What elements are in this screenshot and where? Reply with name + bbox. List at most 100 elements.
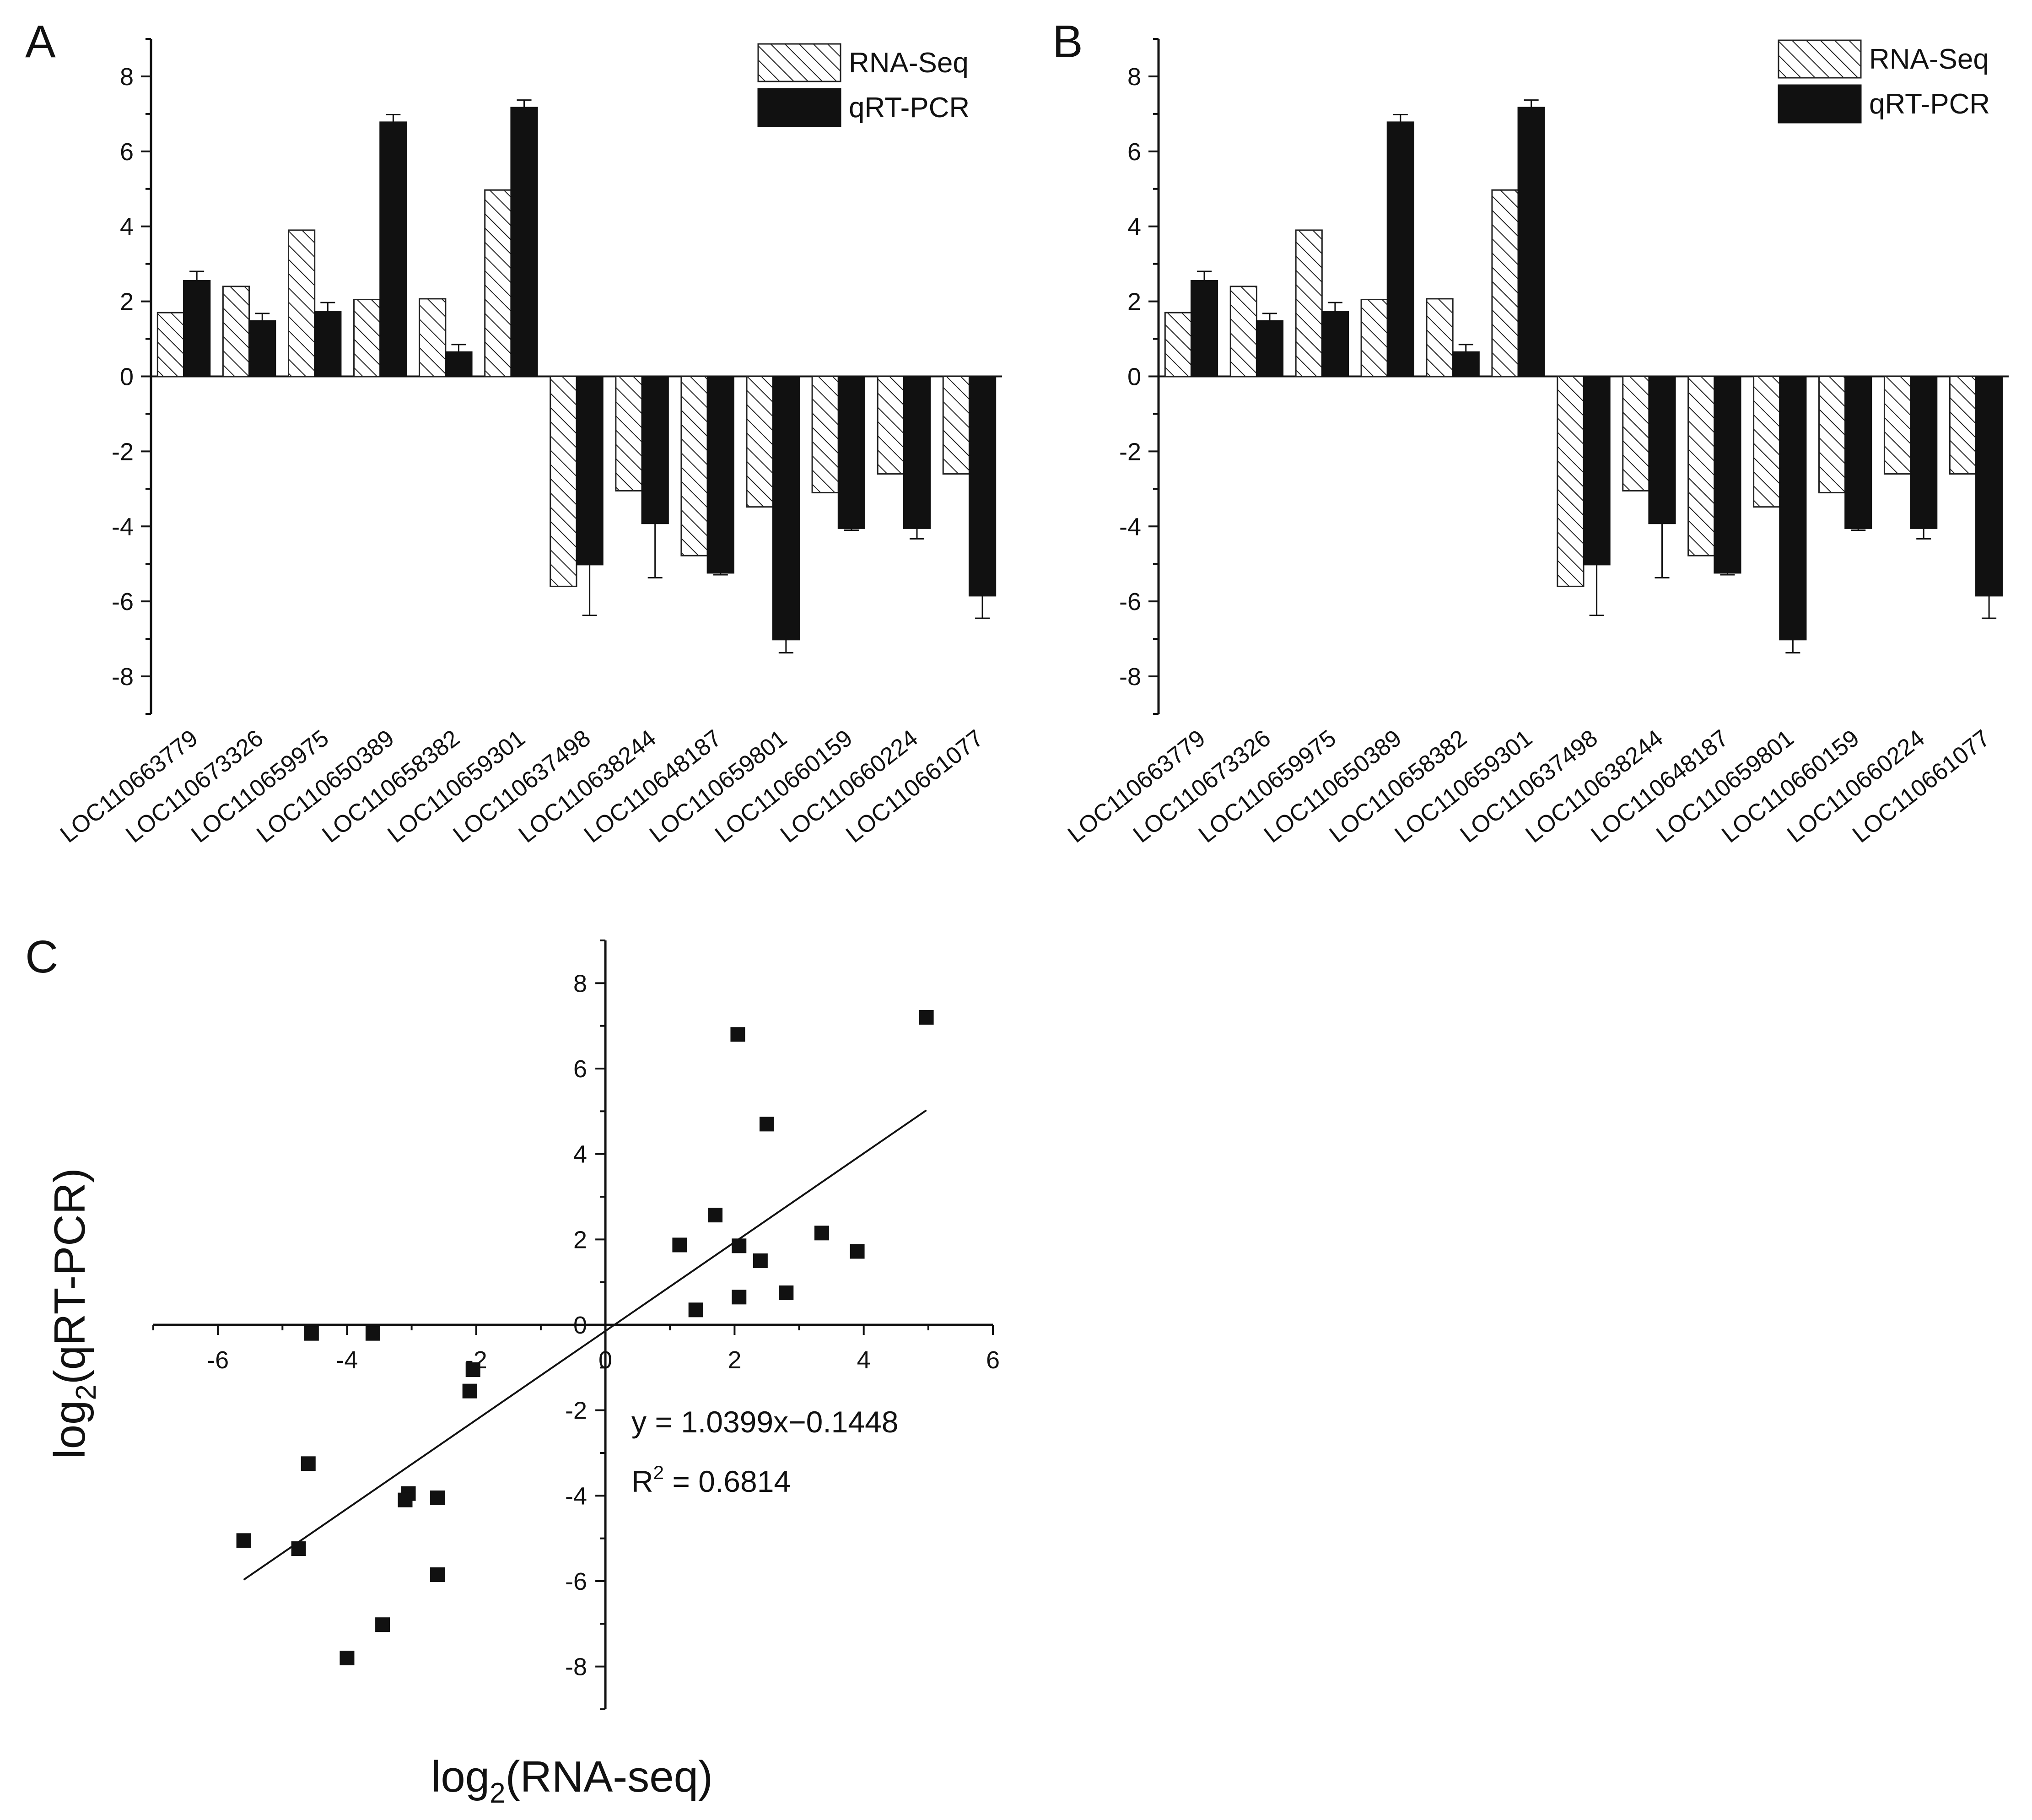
bar-qrt-pcr bbox=[1910, 376, 1938, 529]
y-tick-label: 0 bbox=[573, 1312, 587, 1339]
scatter-point bbox=[291, 1541, 306, 1556]
y-tick-label: 6 bbox=[120, 138, 134, 166]
bar-rna-seq bbox=[484, 189, 512, 377]
bar-qrt-pcr bbox=[641, 376, 669, 524]
scatter-point bbox=[375, 1617, 390, 1632]
scatter-point bbox=[340, 1651, 355, 1665]
y-axis-label: log2(qRT-PCR) bbox=[45, 1168, 102, 1459]
bar-rna-seq bbox=[419, 298, 447, 377]
bar-rna-seq bbox=[746, 376, 774, 508]
scatter-point bbox=[304, 1326, 319, 1341]
scatter-point bbox=[301, 1456, 316, 1471]
y-tick-label: 8 bbox=[120, 63, 134, 91]
scatter-point bbox=[430, 1491, 445, 1505]
scatter-point bbox=[365, 1326, 380, 1341]
scatter-point bbox=[430, 1567, 445, 1582]
x-axis-label: log2(RNA-seq) bbox=[431, 1752, 713, 1809]
bar-rna-seq bbox=[1949, 376, 1977, 475]
y-tick-label: 4 bbox=[573, 1141, 587, 1168]
scatter-point bbox=[732, 1290, 747, 1305]
bar-rna-seq bbox=[156, 312, 185, 378]
bar-rna-seq bbox=[680, 376, 708, 556]
chart-panel-b: -8-6-4-202468LOC110663779LOC110673326LOC… bbox=[1063, 38, 2009, 848]
y-tick-label: -8 bbox=[1119, 663, 1141, 691]
bar-rna-seq bbox=[1295, 229, 1323, 377]
scatter-point bbox=[465, 1362, 480, 1377]
bar-qrt-pcr bbox=[445, 351, 473, 377]
bar-qrt-pcr bbox=[248, 320, 276, 378]
legend-label-rna-seq: RNA-Seq bbox=[1869, 43, 1989, 75]
y-tick-label: 0 bbox=[120, 363, 134, 391]
bar-rna-seq bbox=[1164, 312, 1192, 378]
scatter-point bbox=[688, 1302, 703, 1318]
y-tick-label: -4 bbox=[112, 513, 134, 540]
legend-swatch-qrt-pcr bbox=[1778, 84, 1862, 124]
bar-qrt-pcr bbox=[183, 280, 211, 378]
x-tick-label: -4 bbox=[336, 1346, 358, 1374]
scatter-point bbox=[672, 1237, 687, 1253]
bar-qrt-pcr bbox=[1779, 376, 1807, 641]
bar-rna-seq bbox=[1491, 189, 1519, 377]
scatter-point bbox=[759, 1117, 774, 1132]
y-tick-label: 8 bbox=[573, 970, 587, 997]
scatter-point bbox=[708, 1208, 723, 1223]
legend-swatch-qrt-pcr bbox=[757, 88, 841, 127]
bar-rna-seq bbox=[550, 376, 577, 587]
bar-qrt-pcr bbox=[1583, 376, 1611, 566]
y-tick-label: -8 bbox=[112, 663, 134, 691]
r-squared-text: R2 = 0.6814 bbox=[631, 1462, 791, 1498]
x-tick-label: 2 bbox=[728, 1346, 741, 1374]
bar-rna-seq bbox=[287, 229, 316, 377]
bar-qrt-pcr bbox=[1975, 376, 2003, 597]
legend-label-rna-seq: RNA-Seq bbox=[849, 47, 969, 79]
y-tick-label: -4 bbox=[565, 1482, 587, 1510]
bar-qrt-pcr bbox=[772, 376, 800, 641]
bar-qrt-pcr bbox=[903, 376, 931, 529]
y-tick-label: -6 bbox=[112, 588, 134, 616]
bar-rna-seq bbox=[1426, 298, 1454, 377]
y-tick-label: 4 bbox=[1127, 213, 1141, 241]
bar-rna-seq bbox=[1622, 376, 1650, 491]
y-tick-label: -6 bbox=[1119, 588, 1141, 616]
bar-rna-seq bbox=[942, 376, 970, 475]
y-tick-label: 6 bbox=[573, 1055, 587, 1083]
y-tick-label: 8 bbox=[1127, 63, 1141, 91]
scatter-point bbox=[398, 1492, 413, 1507]
bar-qrt-pcr bbox=[1321, 311, 1349, 377]
bar-rna-seq bbox=[811, 376, 839, 494]
chart-panel-a: -8-6-4-202468LOC110663779LOC110673326LOC… bbox=[55, 38, 1002, 848]
bar-rna-seq bbox=[1883, 376, 1912, 475]
bar-qrt-pcr bbox=[1648, 376, 1676, 524]
bar-rna-seq bbox=[222, 286, 250, 377]
bar-rna-seq bbox=[615, 376, 643, 491]
y-tick-label: 4 bbox=[120, 213, 134, 241]
y-tick-label: 2 bbox=[1127, 288, 1141, 316]
bar-qrt-pcr bbox=[1452, 351, 1480, 377]
x-tick-label: 4 bbox=[857, 1346, 871, 1374]
y-tick-label: -2 bbox=[565, 1397, 587, 1425]
regression-line bbox=[243, 1109, 927, 1581]
bar-qrt-pcr bbox=[576, 376, 604, 566]
scatter-point bbox=[462, 1383, 477, 1399]
scatter-point bbox=[919, 1010, 934, 1025]
bar-qrt-pcr bbox=[1844, 376, 1872, 529]
regression-equation: y = 1.0399x−0.1448 bbox=[631, 1405, 899, 1439]
legend-label-qrt-pcr: qRT-PCR bbox=[849, 92, 970, 124]
scatter-point bbox=[779, 1285, 794, 1300]
y-tick-label: 2 bbox=[573, 1226, 587, 1253]
panel-label-c: C bbox=[25, 931, 58, 983]
bar-qrt-pcr bbox=[1256, 320, 1284, 378]
bar-rna-seq bbox=[1229, 286, 1257, 377]
panel-label-a: A bbox=[25, 16, 56, 67]
bar-qrt-pcr bbox=[314, 311, 342, 377]
bar-qrt-pcr bbox=[1386, 121, 1414, 377]
bar-rna-seq bbox=[1557, 376, 1585, 587]
bar-qrt-pcr bbox=[1190, 280, 1218, 378]
x-tick-label: -6 bbox=[207, 1346, 229, 1374]
legend-swatch-rna-seq bbox=[1778, 39, 1862, 79]
scatter-point bbox=[730, 1027, 745, 1042]
legend-swatch-rna-seq bbox=[757, 43, 841, 82]
y-tick-label: -6 bbox=[565, 1568, 587, 1595]
